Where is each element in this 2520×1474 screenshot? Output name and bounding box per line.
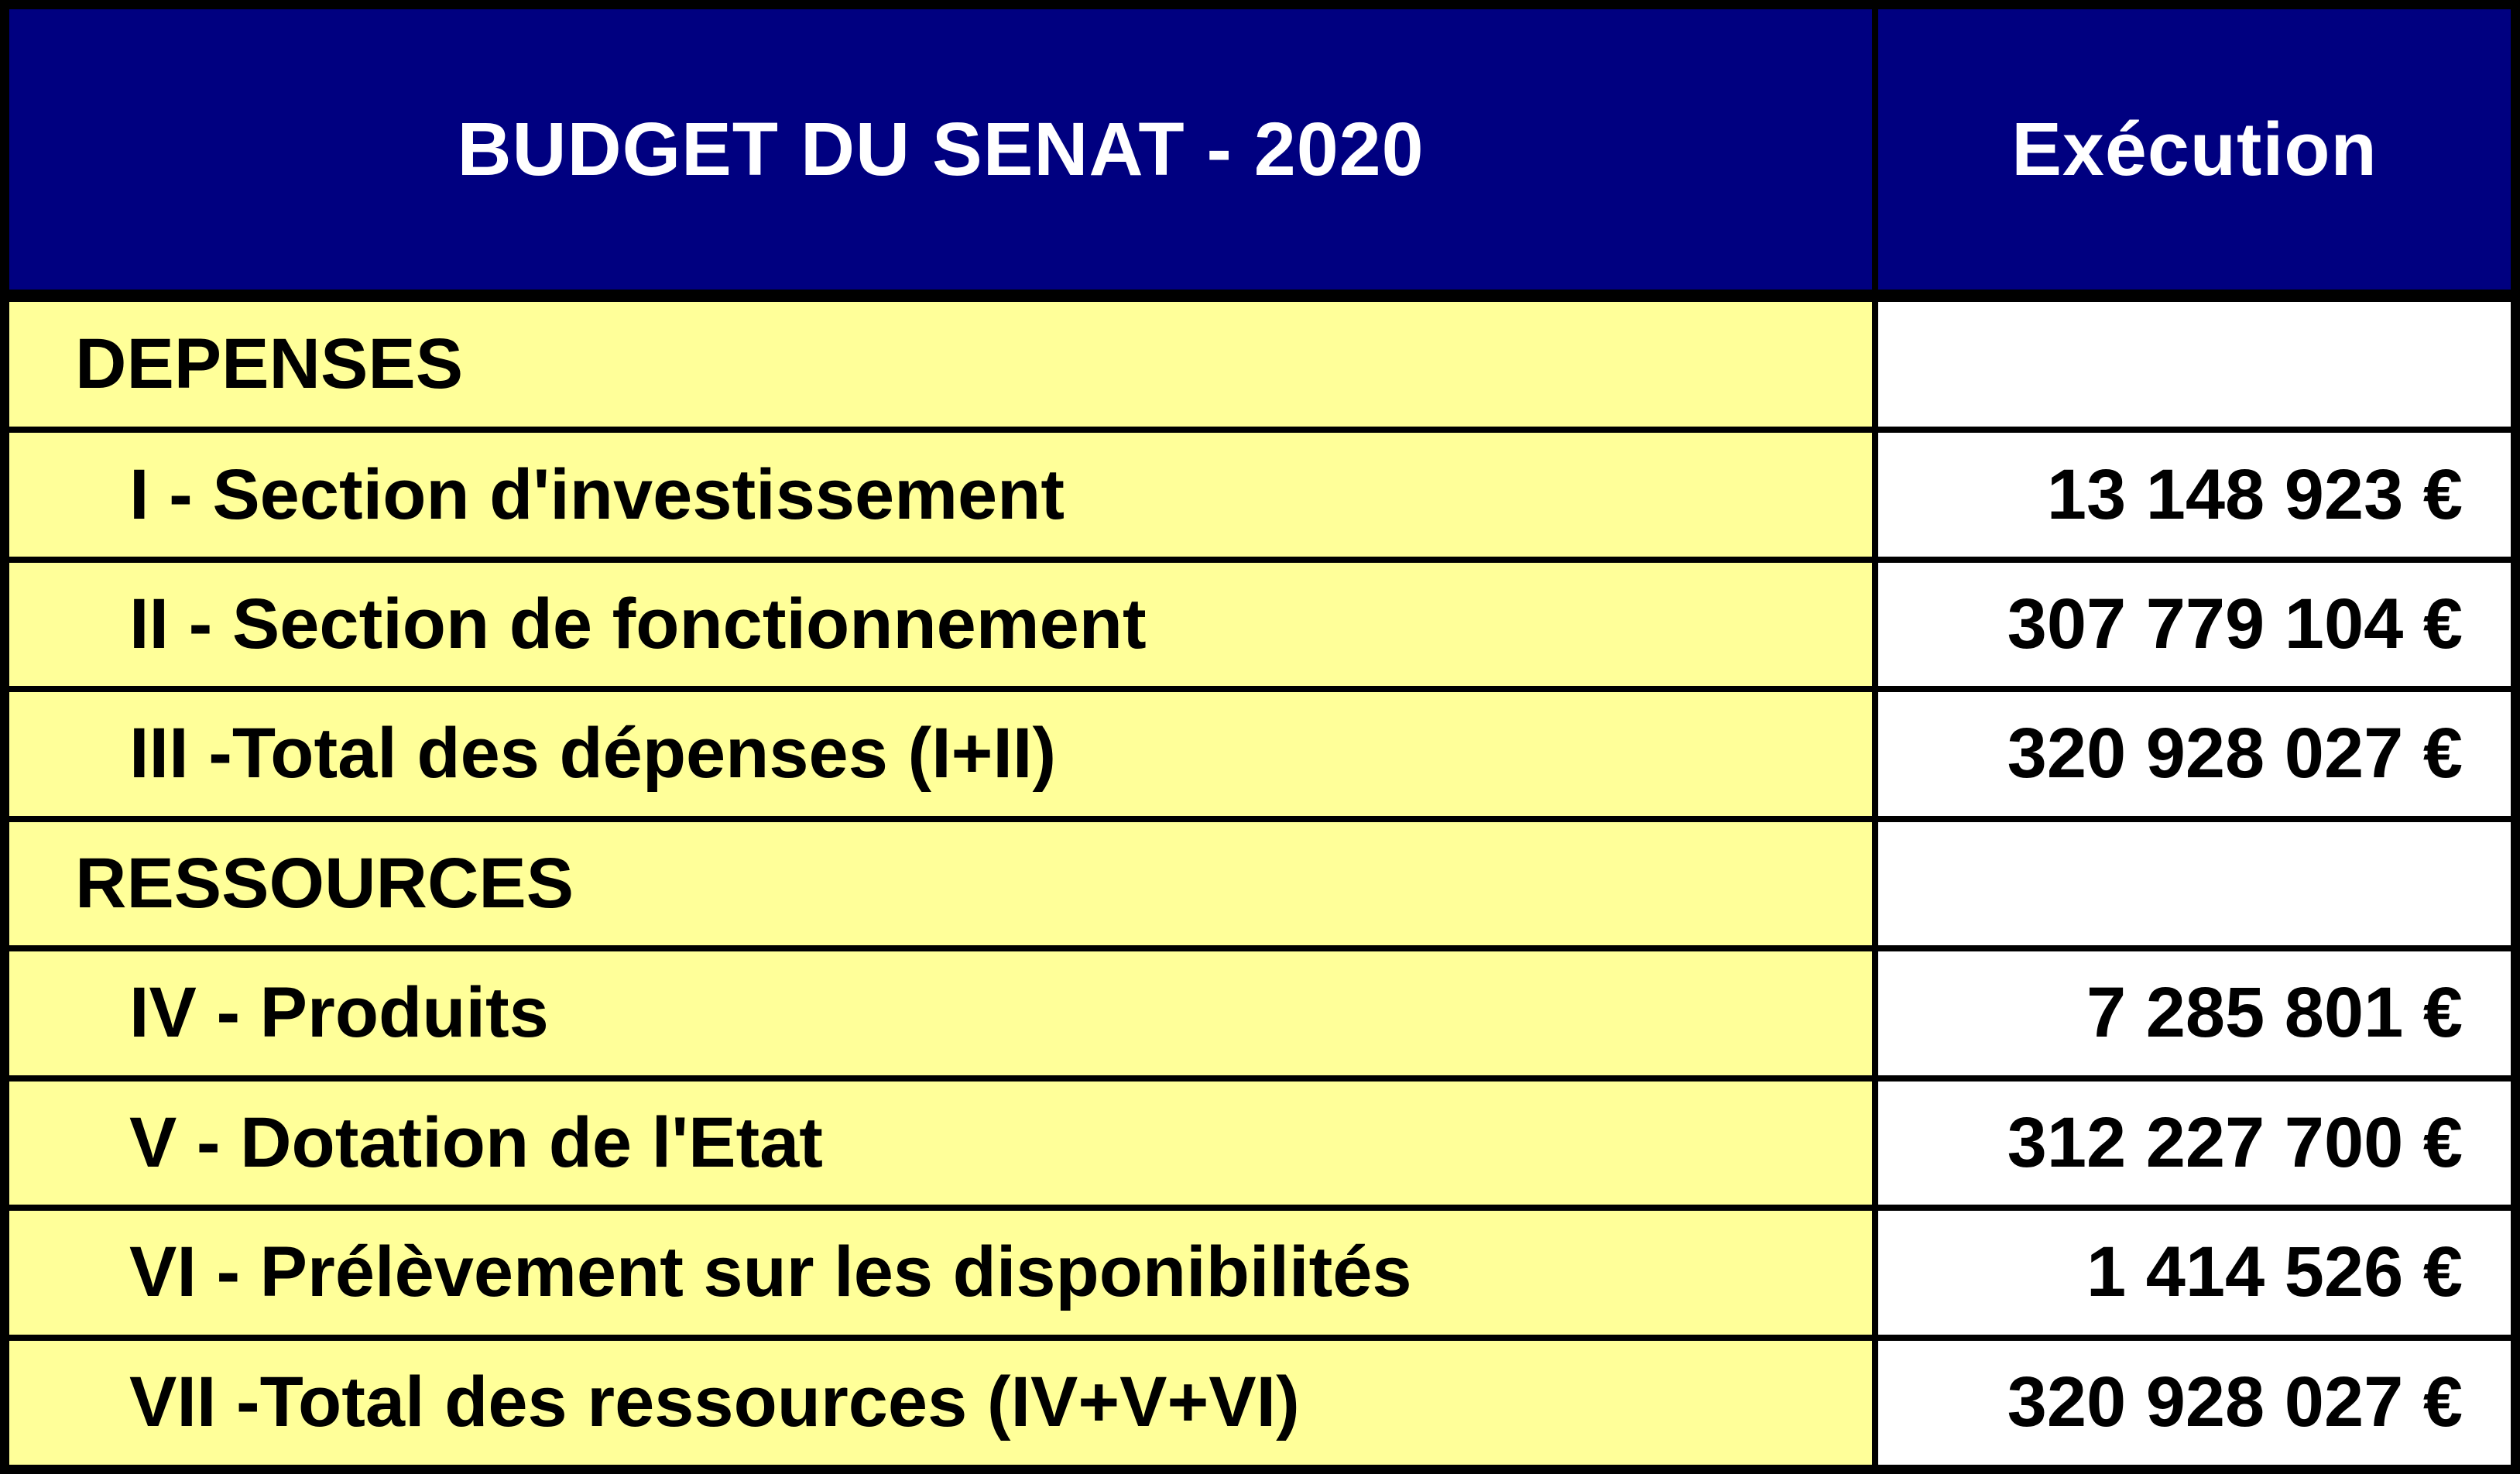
row-value-prelevement-disponibilites: 1 414 526 € <box>1872 1205 2518 1341</box>
row-value-total-depenses: 320 928 027 € <box>1872 686 2518 822</box>
row-value-total-ressources: 320 928 027 € <box>1872 1334 2518 1473</box>
row-value-depenses <box>1872 292 2518 434</box>
table-row-ressources: RESSOURCES <box>1 815 2518 952</box>
row-label-produits: IV - Produits <box>1 945 1879 1082</box>
row-label-ressources: RESSOURCES <box>1 815 1879 952</box>
table-row-produits: IV - Produits 7 285 801 € <box>1 945 2518 1082</box>
row-value-section-fonctionnement: 307 779 104 € <box>1872 556 2518 693</box>
row-label-section-investissement: I - Section d'investissement <box>1 427 1879 563</box>
table-row-prelevement-disponibilites: VI - Prélèvement sur les disponibilités … <box>1 1205 2518 1341</box>
row-label-total-depenses: III -Total des dépenses (I+II) <box>1 686 1879 822</box>
execution-column-header: Exécution <box>1872 2 2518 302</box>
table-row-depenses: DEPENSES <box>1 292 2518 434</box>
row-label-dotation-etat: V - Dotation de l'Etat <box>1 1075 1879 1212</box>
row-value-dotation-etat: 312 227 700 € <box>1872 1075 2518 1212</box>
row-label-section-fonctionnement: II - Section de fonctionnement <box>1 556 1879 693</box>
table-title-header: BUDGET DU SENAT - 2020 <box>1 2 1879 302</box>
row-label-prelevement-disponibilites: VI - Prélèvement sur les disponibilités <box>1 1205 1879 1341</box>
row-label-depenses: DEPENSES <box>1 292 1879 434</box>
table-row-section-investissement: I - Section d'investissement 13 148 923 … <box>1 427 2518 563</box>
table-header: BUDGET DU SENAT - 2020 Exécution <box>1 2 2518 302</box>
table-row-total-depenses: III -Total des dépenses (I+II) 320 928 0… <box>1 686 2518 822</box>
table-body: DEPENSES I - Section d'investissement 13… <box>1 292 2518 1473</box>
row-value-section-investissement: 13 148 923 € <box>1872 427 2518 563</box>
row-value-ressources <box>1872 815 2518 952</box>
row-value-produits: 7 285 801 € <box>1872 945 2518 1082</box>
table-row-total-ressources: VII -Total des ressources (IV+V+VI) 320 … <box>1 1334 2518 1473</box>
table-row-dotation-etat: V - Dotation de l'Etat 312 227 700 € <box>1 1075 2518 1212</box>
table-row-section-fonctionnement: II - Section de fonctionnement 307 779 1… <box>1 556 2518 693</box>
row-label-total-ressources: VII -Total des ressources (IV+V+VI) <box>1 1334 1879 1473</box>
header-row: BUDGET DU SENAT - 2020 Exécution <box>1 2 2518 302</box>
